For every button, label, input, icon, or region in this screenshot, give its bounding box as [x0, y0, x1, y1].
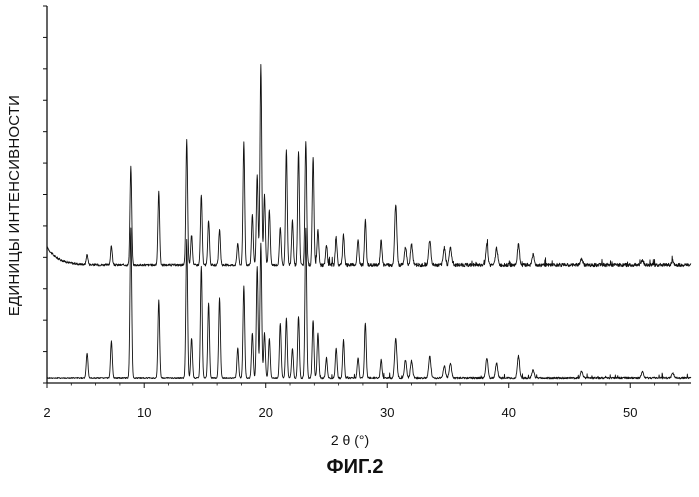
series-layer: [47, 64, 691, 378]
series-line-2: [47, 228, 691, 379]
x-tick-label: 20: [258, 405, 272, 420]
x-axis-ticks: 2 10 20 30 40 50: [43, 383, 678, 420]
chart-axes: [43, 6, 691, 383]
x-tick-label: 40: [502, 405, 516, 420]
x-axis-label: 2 θ (°): [290, 432, 410, 448]
x-tick-label: 30: [380, 405, 394, 420]
x-tick-label: 10: [137, 405, 151, 420]
x-tick-label: 50: [623, 405, 637, 420]
series-line-1: [47, 64, 691, 266]
figure-caption: ФИГ.2: [300, 456, 410, 479]
y-axis-label: ЕДИНИЦЫ ИНТЕНСИВНОСТИ: [7, 94, 24, 315]
y-axis-label-wrapper: ЕДИНИЦЫ ИНТЕНСИВНОСТИ: [2, 55, 28, 355]
x-tick-label: 2: [43, 405, 50, 420]
